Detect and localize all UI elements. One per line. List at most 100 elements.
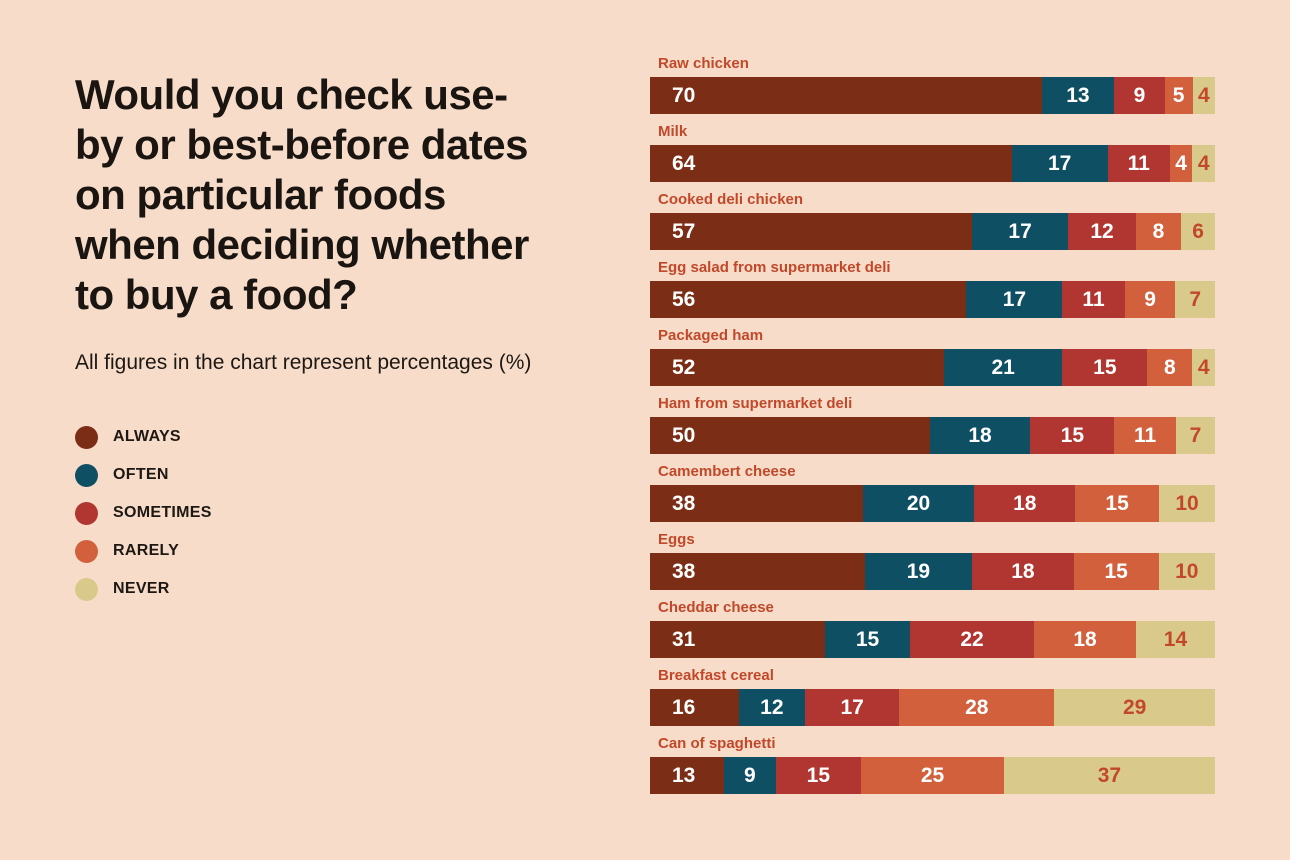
segment-value: 4 [1197, 355, 1210, 379]
bar-segment: 70 [650, 77, 1042, 114]
legend-item: ALWAYS [75, 418, 615, 456]
bar-segment: 10 [1158, 553, 1215, 590]
segment-value: 18 [1073, 627, 1097, 651]
bar-segment: 22 [909, 621, 1035, 658]
category-label: Raw chicken [658, 55, 749, 72]
segment-value: 13 [1066, 83, 1090, 107]
bar-segment: 6 [1181, 213, 1215, 250]
segment-value: 18 [1011, 559, 1035, 583]
segment-value: 5 [1172, 83, 1185, 107]
segment-value: 9 [744, 763, 756, 787]
bar-segment: 9 [724, 757, 776, 794]
chart: Raw chicken 70 13 9 5 4 Milk 64 17 11 4 4 Cooked… [650, 55, 1215, 794]
bar-segment: 7 [1175, 417, 1215, 454]
bar-segment: 13 [1041, 77, 1115, 114]
bar-segment: 17 [1011, 145, 1108, 182]
bar-segment: 15 [775, 757, 862, 794]
title-line: Would you check use- [75, 71, 508, 118]
bar-segment: 9 [1114, 77, 1165, 114]
stacked-bar: 13 9 15 25 37 [650, 757, 1215, 794]
bar-segment: 18 [929, 417, 1031, 454]
bar-segment: 29 [1054, 689, 1215, 726]
bar-segment: 20 [862, 485, 975, 522]
legend-item: NEVER [75, 570, 615, 608]
category-label: Eggs [658, 531, 695, 548]
category-label: Egg salad from supermarket deli [658, 259, 891, 276]
chart-row: Egg salad from supermarket deli 56 17 11 9 7 [650, 259, 1215, 318]
bar-segment: 64 [650, 145, 1012, 182]
bar-segment: 9 [1124, 281, 1176, 318]
stacked-bar: 38 19 18 15 10 [650, 553, 1215, 590]
segment-value: 11 [1133, 423, 1157, 447]
stacked-bar: 57 17 12 8 6 [650, 213, 1215, 250]
segment-value: 17 [1002, 287, 1027, 311]
category-label: Milk [658, 123, 688, 140]
bar-segment: 4 [1169, 145, 1193, 182]
stacked-bar: 16 12 17 28 29 [650, 689, 1215, 726]
bar-segment: 52 [650, 349, 944, 386]
stacked-bar: 64 17 11 4 4 [650, 145, 1215, 182]
segment-value: 64 [672, 151, 696, 175]
bar-segment: 50 [650, 417, 930, 454]
segment-value: 52 [672, 355, 696, 379]
legend-item: OFTEN [75, 456, 615, 494]
segment-value: 38 [672, 559, 696, 583]
segment-value: 17 [1008, 219, 1032, 243]
bar-segment: 7 [1175, 281, 1215, 318]
bar-segment: 15 [825, 621, 910, 658]
legend-item: SOMETIMES [75, 494, 615, 532]
legend-color-dot-icon [75, 463, 98, 487]
segment-value: 20 [906, 491, 931, 515]
category-label: Ham from supermarket deli [658, 395, 853, 412]
segment-value: 25 [920, 763, 945, 787]
segment-value: 57 [672, 219, 696, 243]
segment-value: 4 [1197, 83, 1210, 107]
chart-row: Ham from supermarket deli 50 18 15 11 7 [650, 395, 1215, 454]
category-label: Cheddar cheese [658, 599, 774, 616]
page-subtitle: All figures in the chart represent perce… [75, 351, 532, 374]
title-line: to buy a food? [75, 271, 358, 318]
bar-segment: 15 [1075, 485, 1160, 522]
stacked-bar: 38 20 18 15 10 [650, 485, 1215, 522]
page-title: Would you check use- by or best-before d… [75, 70, 615, 320]
bar-segment: 17 [972, 213, 1069, 250]
bar-segment: 8 [1147, 349, 1193, 386]
segment-value: 70 [672, 83, 696, 107]
segment-value: 4 [1197, 151, 1210, 175]
bar-segment: 18 [1034, 621, 1136, 658]
stacked-bar: 70 13 9 5 4 [650, 77, 1215, 114]
legend-label: ALWAYS [113, 428, 181, 445]
segment-value: 15 [855, 627, 880, 651]
legend-label: NEVER [113, 580, 170, 597]
segment-value: 38 [672, 491, 696, 515]
bar-segment: 15 [1073, 553, 1159, 590]
chart-row: Cooked deli chicken 57 17 12 8 6 [650, 191, 1215, 250]
segment-value: 14 [1163, 627, 1188, 651]
bar-segment: 8 [1135, 213, 1182, 250]
stacked-bar: 52 21 15 8 4 [650, 349, 1215, 386]
bar-segment: 38 [650, 553, 865, 590]
segment-value: 11 [1082, 287, 1105, 311]
segment-value: 10 [1175, 559, 1199, 583]
segment-value: 11 [1127, 151, 1150, 175]
category-label: Cooked deli chicken [658, 191, 804, 208]
segment-value: 15 [1104, 559, 1128, 583]
segment-value: 15 [1105, 491, 1129, 515]
segment-value: 9 [1133, 83, 1146, 107]
segment-value: 12 [1090, 219, 1114, 243]
bar-segment: 4 [1192, 349, 1215, 386]
segment-value: 6 [1192, 219, 1204, 243]
bar-segment: 16 [650, 689, 739, 726]
bar-segment: 11 [1062, 281, 1125, 318]
bar-segment: 10 [1159, 485, 1215, 522]
bar-segment: 19 [864, 553, 973, 590]
stacked-bar: 50 18 15 11 7 [650, 417, 1215, 454]
category-label: Packaged ham [658, 327, 764, 344]
segment-value: 37 [1097, 763, 1122, 787]
bar-segment: 17 [966, 281, 1063, 318]
legend-color-dot-icon [75, 425, 98, 449]
chart-row: Eggs 38 19 18 15 10 [650, 531, 1215, 590]
bar-segment: 15 [1030, 417, 1115, 454]
bar-segment: 28 [899, 689, 1055, 726]
